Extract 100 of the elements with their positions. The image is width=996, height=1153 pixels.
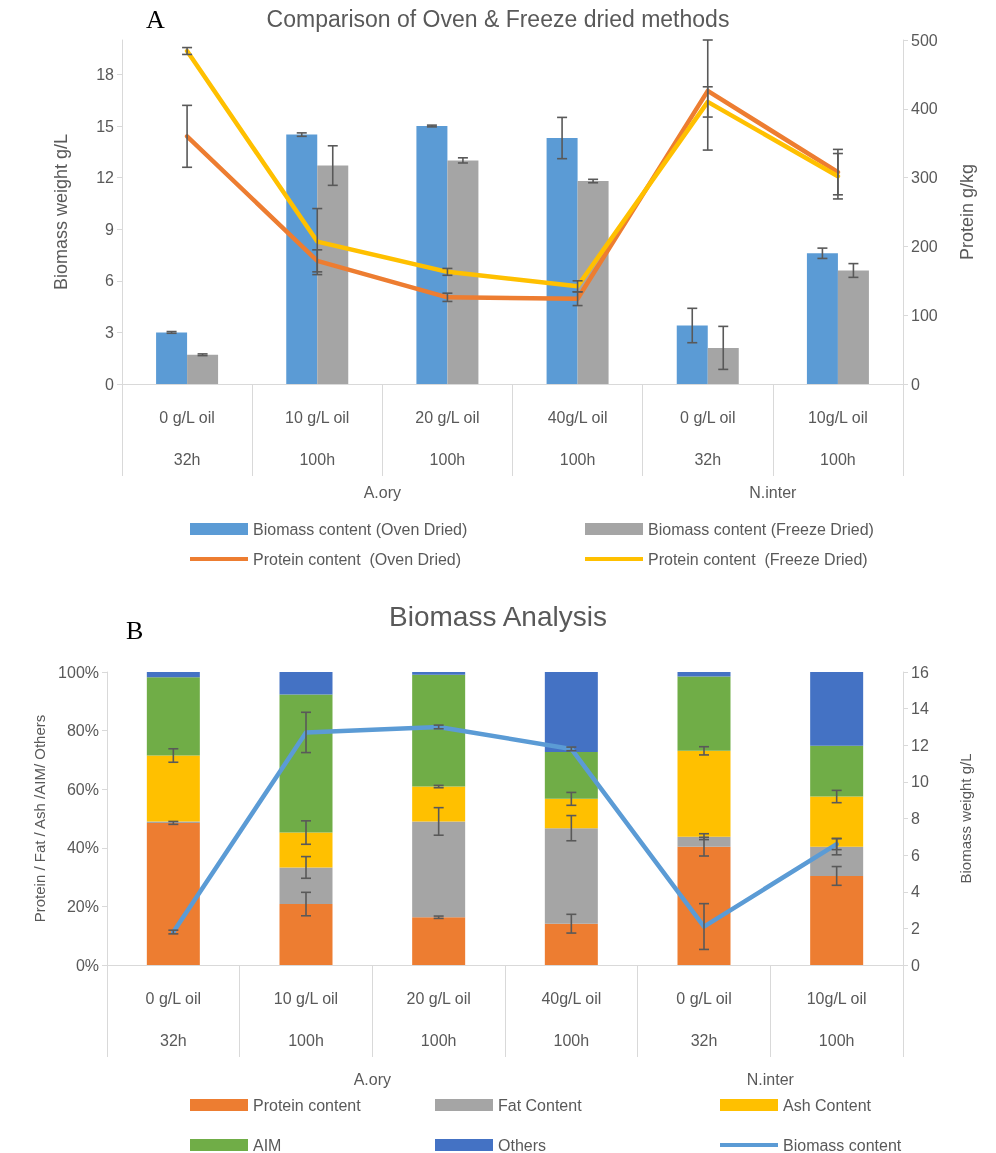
bar	[412, 786, 466, 822]
category-label: 10 g/L oil 100h	[285, 408, 350, 468]
category-label: 10 g/L oil 100h	[273, 989, 339, 1049]
y2-tick-label: 300	[911, 169, 938, 187]
y2-tick-label: 400	[911, 100, 938, 118]
y-axis-title: Biomass weight g/L	[51, 133, 71, 291]
y-tick-label: 12	[96, 169, 115, 187]
bar	[810, 672, 864, 746]
y-tick-label: 15	[96, 117, 115, 135]
bar	[187, 354, 219, 384]
y2-tick-label: 14	[911, 700, 929, 718]
bar	[544, 751, 598, 799]
bar	[416, 126, 448, 384]
bar	[412, 821, 466, 918]
y-tick-label: 100%	[58, 663, 99, 681]
bar	[810, 796, 864, 847]
y2-axis-title: Biomass weight g/L	[957, 753, 974, 884]
legend-label: Biomass content (Oven Dried)	[253, 520, 468, 538]
legend-label: Protein content	[253, 1096, 362, 1114]
y2-tick-label: 12	[911, 736, 929, 754]
legend-label: Fat Content	[498, 1096, 583, 1114]
bar	[146, 677, 200, 756]
legend-label: Protein content (Freeze Dried)	[648, 550, 868, 568]
bar	[279, 832, 333, 868]
bar	[544, 672, 598, 752]
bar	[279, 867, 333, 905]
text: N.inter	[749, 483, 798, 501]
bar	[412, 917, 466, 965]
y-tick-label: 20%	[66, 897, 99, 915]
y2-tick-label: 200	[911, 237, 938, 255]
bar	[412, 672, 466, 675]
y2-tick-label: 0	[911, 956, 920, 974]
text: A.ory	[353, 1070, 392, 1088]
bar	[546, 138, 578, 384]
category-label: 0 g/L oil 32h	[159, 408, 215, 468]
bar	[279, 694, 333, 833]
y2-tick-label: 4	[911, 883, 920, 901]
y2-axis-title: Protein g/kg	[957, 163, 977, 261]
text: A.ory	[363, 483, 402, 501]
y2-tick-label: 16	[911, 663, 929, 681]
bar	[286, 134, 318, 384]
y-tick-label: 40%	[66, 839, 99, 857]
bar	[837, 270, 869, 384]
y2-tick-label: 8	[911, 810, 920, 827]
bar	[677, 836, 731, 847]
chart-title: Comparison of Oven & Freeze dried methods	[266, 5, 730, 32]
y2-tick-label: 2	[911, 919, 920, 937]
bar	[677, 676, 731, 751]
category-label: 20 g/L oil 100h	[415, 408, 480, 468]
bar	[146, 755, 200, 822]
category-label: 10g/L oil 100h	[807, 408, 868, 468]
bar	[707, 347, 739, 384]
y-tick-label: 9	[105, 220, 115, 238]
y2-tick-label: 6	[911, 846, 920, 864]
legend-label: Others	[498, 1136, 547, 1153]
text: A	[146, 4, 165, 34]
bar	[806, 253, 838, 384]
bar	[677, 750, 731, 837]
chart-title: Biomass Analysis	[389, 600, 607, 632]
bar	[412, 674, 466, 787]
y-tick-label: 0	[105, 375, 115, 393]
y-axis-title: Protein / Fat / Ash /AIM/ Others	[31, 714, 49, 923]
y-tick-label: 0%	[75, 956, 99, 974]
bar	[677, 672, 731, 677]
legend-label: Biomass content (Freeze Dried)	[648, 520, 874, 538]
bar	[447, 160, 479, 384]
text: B	[126, 615, 144, 645]
legend-label: Protein content (Oven Dried)	[253, 550, 462, 568]
y-tick-label: 60%	[66, 780, 99, 798]
bar	[810, 875, 864, 965]
category-label: 0 g/L oil 32h	[676, 989, 732, 1049]
legend-label: Ash Content	[783, 1096, 872, 1114]
bar	[317, 165, 349, 384]
category-label: 0 g/L oil 32h	[680, 408, 736, 468]
y-tick-label: 6	[105, 272, 115, 290]
bar	[676, 325, 708, 384]
category-label: 20 g/L oil 100h	[406, 989, 471, 1049]
line-series	[184, 48, 841, 289]
text: N.inter	[746, 1070, 795, 1088]
category-label: 40g/L oil 100h	[547, 408, 608, 468]
category-label: 0 g/L oil 32h	[145, 989, 202, 1049]
bar	[544, 828, 598, 924]
bar	[544, 923, 598, 965]
bar	[279, 904, 333, 965]
bar	[544, 798, 598, 829]
y-tick-label: 18	[96, 65, 115, 83]
bar	[156, 332, 188, 384]
y2-tick-label: 10	[911, 773, 929, 791]
bar	[146, 822, 200, 965]
bar	[577, 181, 609, 384]
bar	[677, 846, 731, 965]
y2-tick-label: 100	[911, 306, 938, 324]
category-label: 40g/L oil 100h	[541, 989, 602, 1049]
y2-tick-label: 0	[911, 375, 920, 393]
bar	[279, 672, 333, 695]
bar	[810, 745, 864, 797]
line-series	[171, 724, 839, 935]
category-label: 10g/L oil 100h	[806, 989, 867, 1049]
legend-label: Biomass content	[783, 1136, 902, 1153]
legend-label: AIM	[253, 1136, 282, 1153]
